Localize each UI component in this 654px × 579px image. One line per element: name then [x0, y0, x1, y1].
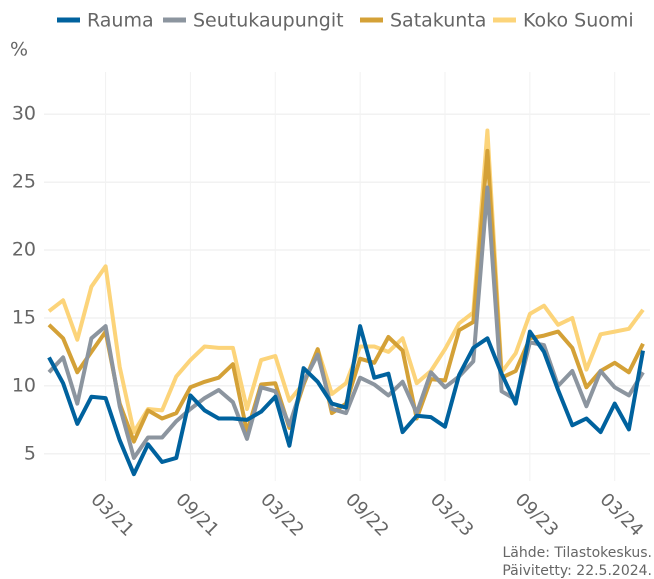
legend-label: Seutukaupungit: [193, 10, 344, 32]
legend-label: Rauma: [87, 10, 154, 32]
y-axis-label: %: [10, 39, 28, 61]
y-tick-label: 30: [12, 103, 36, 125]
y-tick-label: 20: [12, 239, 36, 261]
y-tick-label: 5: [24, 442, 36, 464]
y-tick-label: 25: [12, 171, 36, 193]
updated: Päivitetty: 22.5.2024.: [502, 563, 652, 579]
x-tick-label: 03/21: [87, 489, 139, 541]
x-tick-label: 03/22: [256, 489, 308, 541]
x-tick-label: 09/22: [341, 489, 393, 541]
line: [47, 324, 645, 477]
legend-label: Satakunta: [390, 10, 486, 32]
legend-label: Koko Suomi: [523, 10, 634, 32]
x-tick-label: 03/24: [596, 489, 648, 541]
x-tick-label: 09/21: [171, 489, 223, 541]
source: Lähde: Tilastokeskus.: [502, 545, 652, 561]
y-tick-label: 10: [12, 374, 36, 396]
x-tick-label: 09/23: [511, 489, 563, 541]
line: [47, 185, 645, 460]
y-tick-label: 15: [12, 306, 36, 328]
line: [47, 128, 645, 435]
x-tick-label: 03/23: [426, 489, 478, 541]
